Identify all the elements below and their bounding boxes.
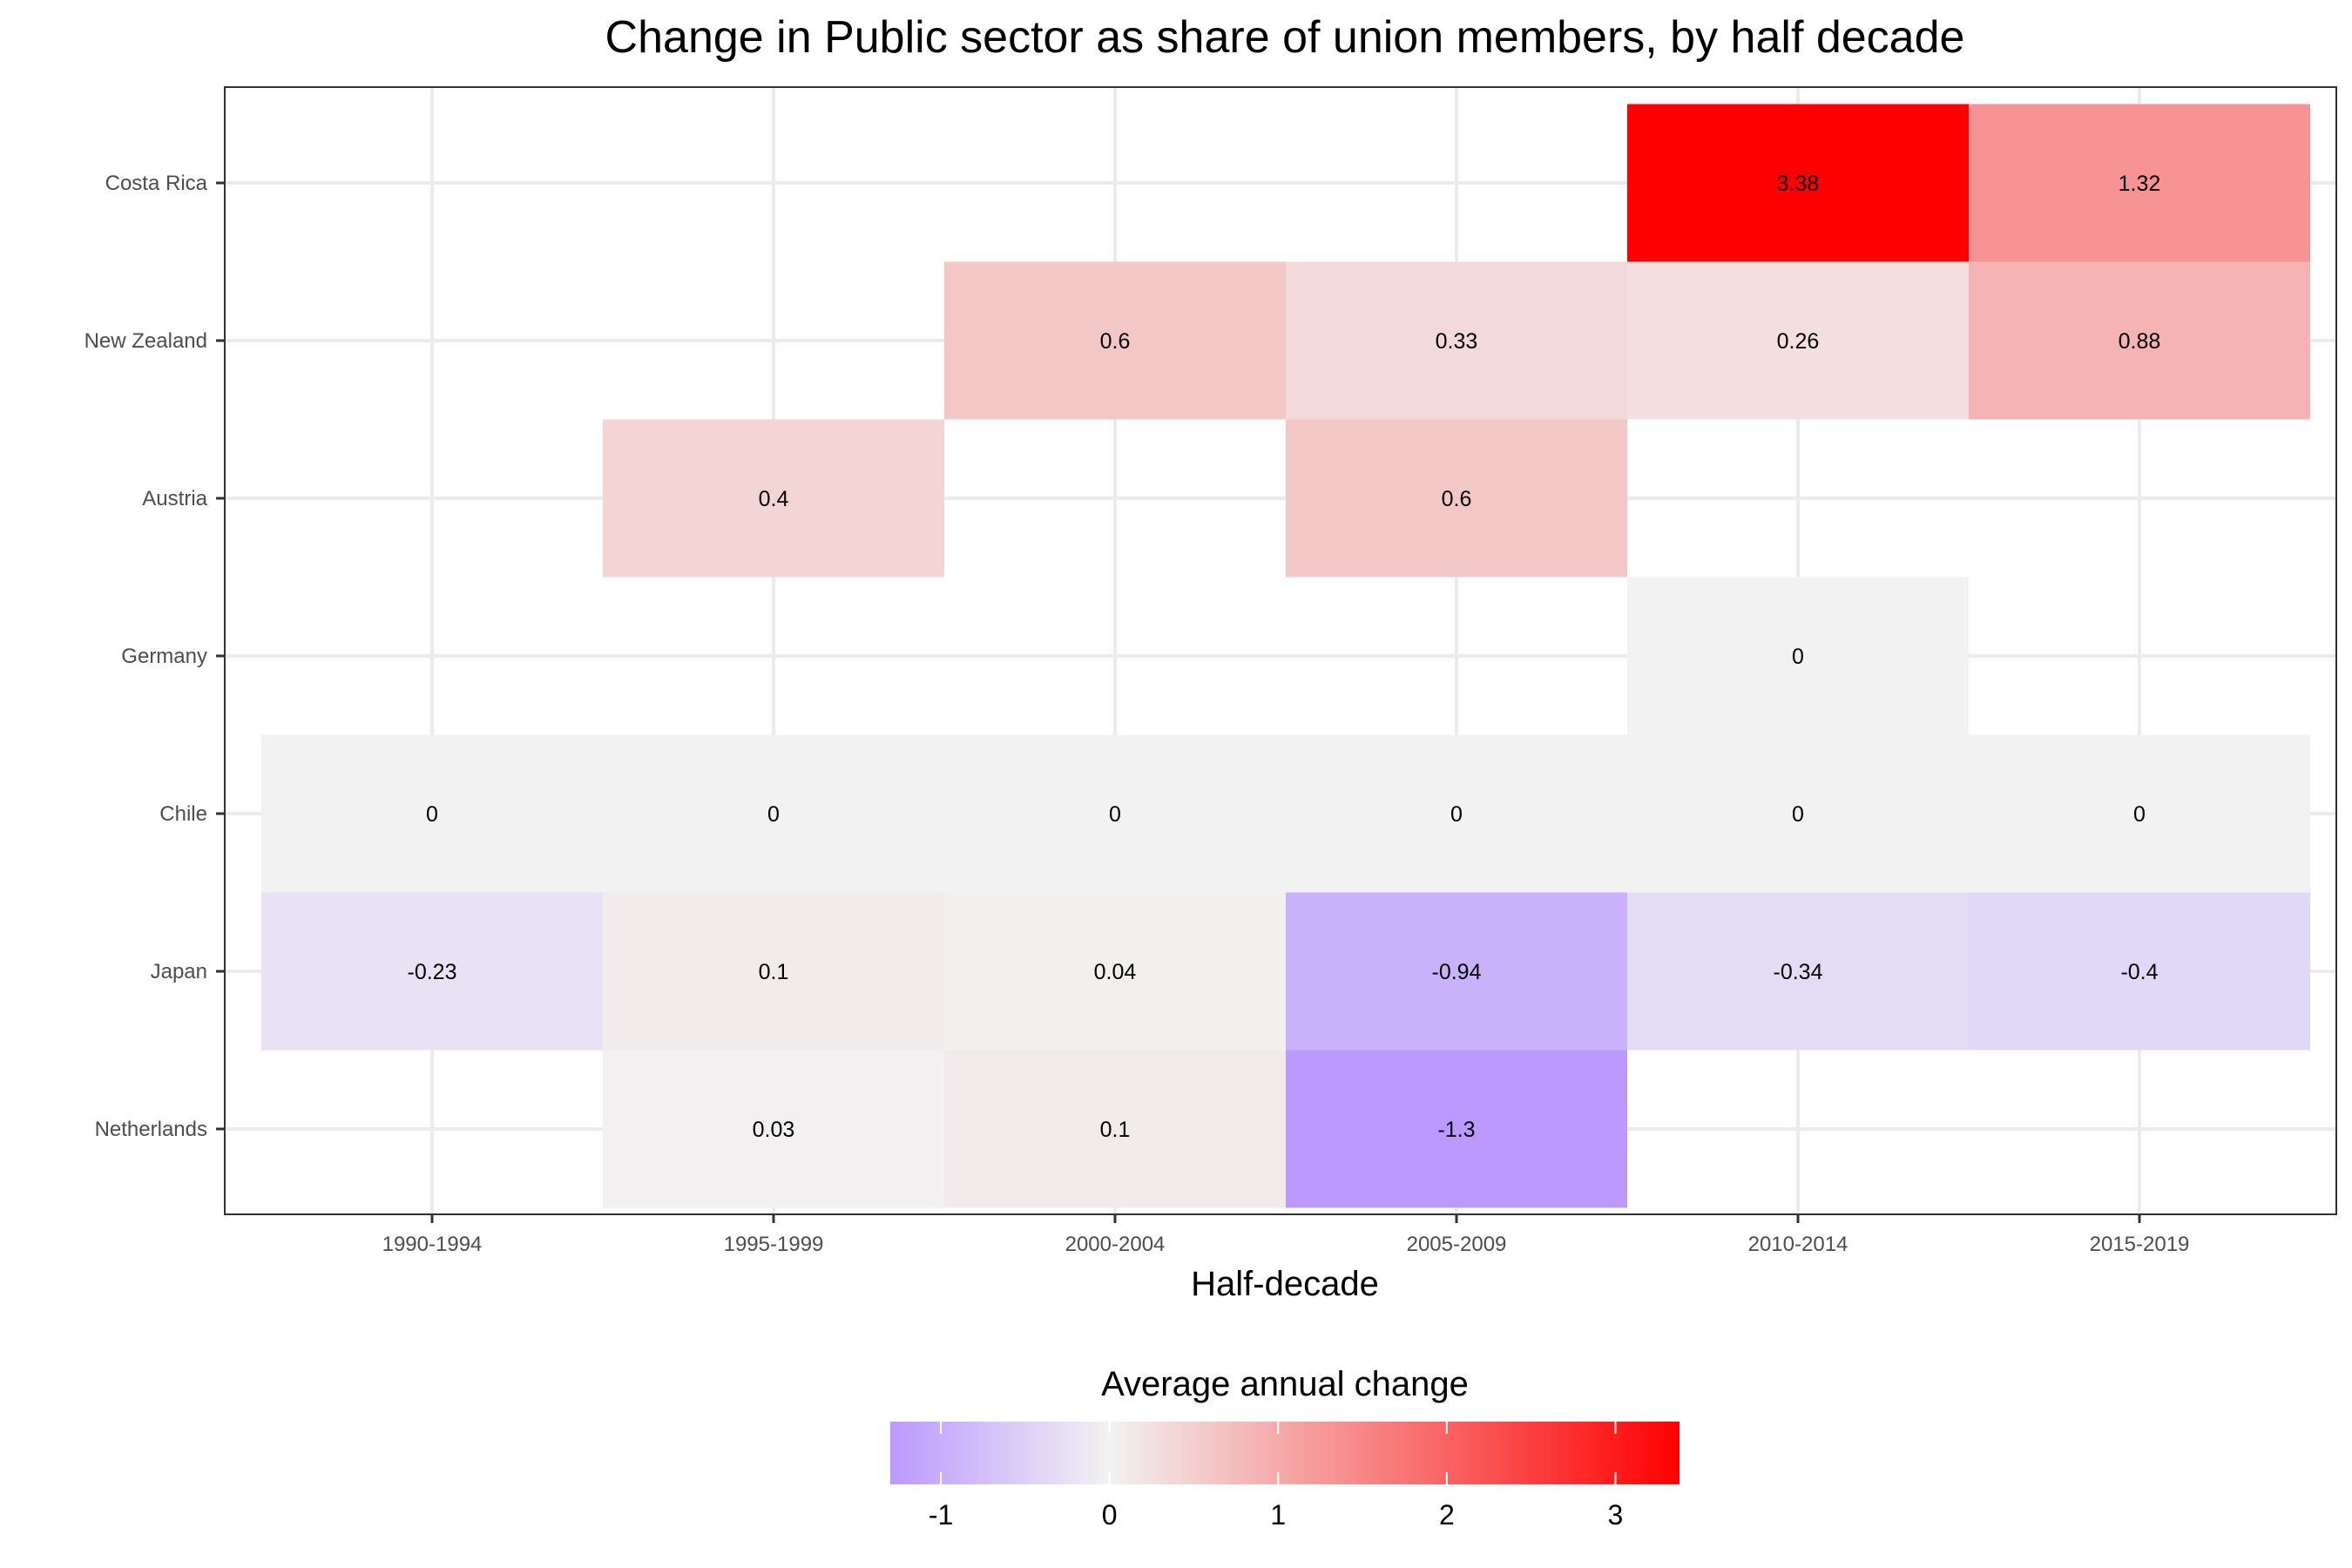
cell-value-label: 0 bbox=[1109, 802, 1121, 827]
y-tick-label: Chile bbox=[159, 802, 207, 826]
heatmap-cell bbox=[944, 1050, 1286, 1208]
x-axis-title: Half-decade bbox=[1191, 1265, 1379, 1303]
cell-labels: 3.38 1.32 0.6 0.33 0.26 0.88 0.4 0.6 0 0 0 0 0 0 0 -0.2… bbox=[408, 172, 2161, 1142]
heatmap-cells bbox=[261, 104, 2310, 1208]
y-tick-label: New Zealand bbox=[84, 329, 207, 353]
cell-value-label: 0 bbox=[426, 802, 438, 827]
y-tick-label: Austria bbox=[142, 487, 207, 510]
heatmap-cell bbox=[603, 419, 944, 578]
y-tick-label: Costa Rica bbox=[105, 172, 208, 195]
cell-value-label: 0.04 bbox=[1094, 960, 1137, 984]
heatmap-cell bbox=[261, 892, 603, 1051]
x-axis: 1990-1994 1995-1999 2000-2004 2005-2009 2010… bbox=[382, 1214, 2190, 1256]
heatmap-cell bbox=[944, 892, 1286, 1051]
cell-value-label: 0.1 bbox=[759, 960, 789, 984]
heatmap-cell bbox=[1969, 104, 2310, 262]
cell-value-label: 0.4 bbox=[759, 487, 789, 511]
x-tick-label: 1995-1999 bbox=[724, 1233, 824, 1256]
cell-value-label: 0.88 bbox=[2119, 329, 2161, 354]
y-tick-label: Japan bbox=[151, 960, 207, 983]
heatmap-cell bbox=[1286, 892, 1627, 1051]
y-tick-label: Germany bbox=[121, 645, 207, 668]
heatmap-cell bbox=[1627, 734, 1969, 893]
plot-panel-border bbox=[224, 86, 2337, 1215]
legend-tick-label: 1 bbox=[1270, 1499, 1286, 1531]
heatmap-cell bbox=[1286, 1050, 1627, 1208]
heatmap-cell bbox=[944, 734, 1286, 893]
legend-ticks: -1 0 1 2 3 bbox=[929, 1422, 1623, 1531]
cell-value-label: -0.23 bbox=[408, 960, 457, 984]
cell-value-label: -0.4 bbox=[2120, 960, 2158, 984]
legend-colorbar bbox=[890, 1422, 1680, 1484]
heatmap-cell bbox=[1286, 261, 1627, 420]
heatmap-cell bbox=[603, 1050, 944, 1208]
heatmap-cell bbox=[261, 734, 603, 893]
heatmap-cell bbox=[944, 261, 1286, 420]
legend-tick-label: -1 bbox=[929, 1499, 953, 1531]
heatmap-cell bbox=[1286, 419, 1627, 578]
cell-value-label: 0.6 bbox=[1442, 487, 1472, 511]
cell-value-label: 0 bbox=[1792, 802, 1804, 827]
x-tick-label: 2005-2009 bbox=[1407, 1233, 1507, 1256]
cell-value-label: 0.6 bbox=[1100, 329, 1131, 354]
heatmap-cell bbox=[1969, 734, 2310, 893]
x-tick-label: 1990-1994 bbox=[382, 1233, 483, 1256]
y-tick-label: Netherlands bbox=[95, 1118, 207, 1141]
cell-value-label: 3.38 bbox=[1777, 172, 1820, 196]
heatmap-cell bbox=[1627, 577, 1969, 735]
cell-value-label: 0.1 bbox=[1100, 1118, 1131, 1142]
cell-value-label: -0.94 bbox=[1432, 960, 1482, 984]
legend-title: Average annual change bbox=[1101, 1365, 1469, 1403]
cell-value-label: 0.26 bbox=[1777, 329, 1820, 354]
legend-tick-label: 2 bbox=[1439, 1499, 1455, 1531]
heatmap-cell bbox=[1627, 104, 1969, 262]
cell-value-label: 0 bbox=[1792, 645, 1804, 669]
legend-tick-label: 0 bbox=[1102, 1499, 1118, 1531]
cell-value-label: 0 bbox=[767, 802, 780, 827]
x-tick-label: 2000-2004 bbox=[1065, 1233, 1166, 1256]
cell-value-label: 0 bbox=[1450, 802, 1463, 827]
x-tick-label: 2015-2019 bbox=[2090, 1233, 2190, 1256]
heatmap-cell bbox=[1969, 261, 2310, 420]
cell-value-label: 0.33 bbox=[1436, 329, 1478, 354]
y-axis: Costa Rica New Zealand Austria Germany Chile… bbox=[84, 172, 225, 1141]
heatmap-cell bbox=[1286, 734, 1627, 893]
cell-value-label: 1.32 bbox=[2119, 172, 2161, 196]
heatmap-cell bbox=[1969, 892, 2310, 1051]
heatmap-cell bbox=[1627, 892, 1969, 1051]
cell-value-label: -0.34 bbox=[1774, 960, 1823, 984]
x-tick-label: 2010-2014 bbox=[1748, 1233, 1848, 1256]
heatmap-cell bbox=[603, 892, 944, 1051]
cell-value-label: 0.03 bbox=[753, 1118, 795, 1142]
chart-title: Change in Public sector as share of unio… bbox=[605, 12, 1965, 63]
heatmap-cell bbox=[603, 734, 944, 893]
heatmap-cell bbox=[1627, 261, 1969, 420]
cell-value-label: 0 bbox=[2133, 802, 2146, 827]
cell-value-label: -1.3 bbox=[1437, 1118, 1475, 1142]
legend-tick-label: 3 bbox=[1608, 1499, 1624, 1531]
